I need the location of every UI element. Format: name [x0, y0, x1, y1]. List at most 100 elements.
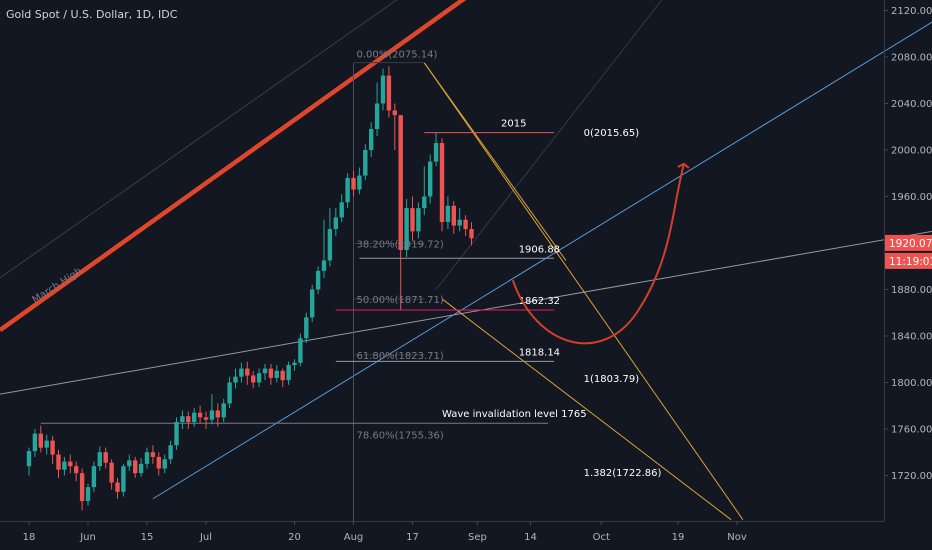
projection-arrowhead [677, 162, 690, 169]
candle-body [251, 375, 256, 383]
x-tick-label: Nov [727, 532, 747, 543]
candle-body [168, 445, 173, 460]
candle-body [286, 365, 291, 381]
candle-body [469, 229, 474, 239]
candle-body [192, 412, 197, 423]
candle-body [392, 110, 397, 116]
candle-body [410, 208, 415, 232]
x-tick-label: Aug [344, 532, 364, 543]
candle-body [174, 422, 179, 446]
x-tick-label: 17 [406, 532, 419, 543]
candle-body [186, 416, 191, 423]
candle-body [50, 440, 55, 455]
chart-title: Gold Spot / U.S. Dollar, 1D, IDC [6, 8, 178, 21]
candle-body [327, 229, 333, 261]
candle-body [404, 208, 409, 250]
candle-body [197, 412, 203, 418]
candle-body [156, 456, 161, 469]
candle-body [321, 260, 327, 271]
candle-body [422, 196, 427, 209]
candle-body [144, 452, 150, 464]
y-tick-label: 1800.00 [891, 378, 932, 389]
candle-body [97, 452, 102, 467]
y-tick-label: 1880.00 [891, 285, 932, 296]
y-tick-label: 1960.00 [891, 192, 932, 203]
candle-body [150, 452, 156, 457]
countdown-tag [885, 252, 932, 269]
target-label-1382: 1.382(1722.86) [584, 468, 662, 479]
candle-body [91, 466, 97, 488]
candle-body [439, 143, 445, 223]
candle-body [85, 487, 91, 502]
candle-body [32, 433, 38, 452]
candle-body [109, 462, 114, 483]
x-tick-label: Jun [79, 532, 96, 543]
target-label-0: 0(2015.65) [584, 128, 640, 139]
channel-support-line [152, 21, 932, 500]
countdown-text: 11:19:01 [889, 256, 932, 268]
candle-body [463, 219, 468, 230]
y-tick-label: 2040.00 [891, 99, 932, 110]
candle-body [233, 376, 238, 383]
candle-body [256, 373, 262, 383]
candle-body [115, 482, 120, 492]
x-tick-label: Sep [468, 532, 487, 543]
candle-body [268, 368, 274, 378]
long-term-trendline [0, 230, 932, 395]
candle-body [209, 410, 215, 420]
fib-label: 78.60%(1755.36) [357, 430, 444, 441]
fib-label: 50.00%(1871.71) [357, 295, 444, 306]
last-price-tag [885, 234, 932, 251]
level-label-1818: 1818.14 [519, 347, 560, 358]
last-price-text: 1920.07 [889, 238, 932, 250]
trendlines [0, 0, 932, 521]
x-tick-label: Jul [199, 532, 212, 543]
level-label-1906: 1906.88 [519, 244, 560, 255]
fan-line-upper [423, 62, 744, 520]
candle-body [380, 75, 386, 104]
candle-body [162, 459, 167, 469]
target-label-1: 1(1803.79) [584, 374, 640, 385]
candles [26, 66, 474, 511]
candle-body [386, 75, 392, 111]
candle-body [26, 451, 32, 467]
candle-body [451, 205, 456, 226]
candle-body [180, 416, 185, 423]
candle-body [351, 177, 356, 190]
candle-body [245, 368, 250, 376]
candle-body [203, 417, 209, 420]
y-tick-label: 2080.00 [891, 53, 932, 64]
candle-body [56, 454, 61, 470]
candle-body [457, 219, 462, 226]
y-tick-label: 2120.00 [891, 6, 932, 17]
fib-label: 61.80%(1823.71) [357, 351, 444, 362]
x-tick-label: 20 [288, 532, 301, 543]
y-tick-label: 1720.00 [891, 471, 932, 482]
time-axis-divider [0, 521, 884, 522]
candle-body [398, 115, 403, 250]
invalidation-label: Wave invalidation level 1765 [442, 409, 587, 420]
time-axis[interactable]: 18 Jun 15 Jul 20 Aug 17 Sep 14 Oct 19 Nov [23, 521, 747, 543]
fib-label: 0.00%(2075.14) [357, 50, 438, 61]
candle-body [445, 205, 451, 223]
candle-body [262, 368, 268, 374]
candle-body [133, 460, 138, 474]
candle-body [44, 440, 49, 448]
fan-line-lower [423, 62, 567, 261]
candle-body [357, 175, 362, 190]
candle-body [127, 460, 132, 467]
candle-body [103, 452, 108, 463]
candle-body [369, 129, 374, 150]
candle-body [68, 461, 73, 467]
candle-body [363, 150, 368, 176]
candle-body [433, 143, 439, 162]
x-tick-label: 14 [524, 532, 537, 543]
x-tick-label: 19 [672, 532, 685, 543]
fib-label: 38.20%(1919.72) [357, 239, 444, 250]
candle-body [74, 466, 79, 474]
candle-body [274, 370, 279, 378]
candle-body [221, 403, 226, 418]
price-tags: 1920.07 11:19:01 [885, 234, 932, 269]
